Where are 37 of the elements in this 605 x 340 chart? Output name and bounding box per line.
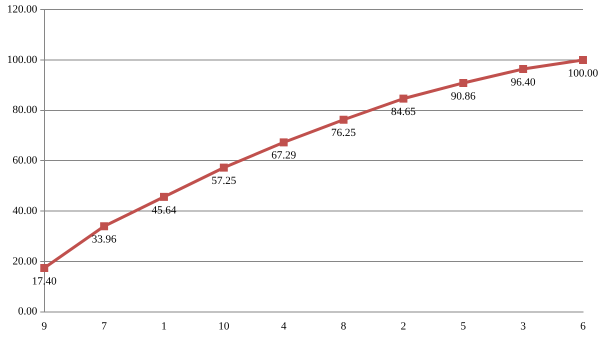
data-label: 84.65 (391, 106, 416, 118)
y-tick-label: 20.00 (12, 255, 38, 268)
y-tick-label: 60.00 (12, 154, 38, 167)
data-label: 17.40 (32, 275, 58, 288)
data-label: 57.25 (211, 175, 237, 188)
x-tick-label: 1 (161, 320, 167, 332)
data-label: 100.00 (568, 67, 599, 80)
point (340, 116, 348, 124)
x-tick-label: 5 (460, 320, 467, 332)
x-tick-label: 6 (580, 320, 586, 332)
x-tick-label: 9 (42, 320, 48, 332)
x-tick-label: 2 (400, 320, 406, 332)
y-tick-label: 0.00 (18, 306, 38, 318)
point (399, 94, 408, 103)
y-tick-label: 120.00 (7, 3, 38, 16)
x-tick-label: 3 (520, 320, 526, 332)
x-tick-label: 10 (218, 320, 230, 332)
point (519, 65, 528, 74)
x-tick-label: 8 (340, 320, 347, 332)
x-tick-label: 7 (101, 320, 108, 332)
point (459, 79, 468, 87)
y-tick-label: 100.00 (7, 54, 38, 66)
point (579, 56, 587, 64)
x-tick-label: 4 (280, 320, 287, 332)
point (280, 138, 288, 146)
data-label: 76.25 (331, 127, 356, 140)
data-label: 33.96 (92, 234, 117, 246)
point (160, 192, 168, 201)
data-label: 96.40 (510, 76, 536, 88)
y-tick-label: 80.00 (12, 104, 38, 116)
y-tick-label: 40.00 (12, 204, 38, 217)
point (220, 164, 228, 172)
point (40, 264, 48, 272)
data-label: 90.86 (450, 90, 476, 102)
point (100, 222, 108, 230)
data-label: 45.64 (152, 204, 177, 216)
data-label: 67.29 (271, 150, 297, 162)
